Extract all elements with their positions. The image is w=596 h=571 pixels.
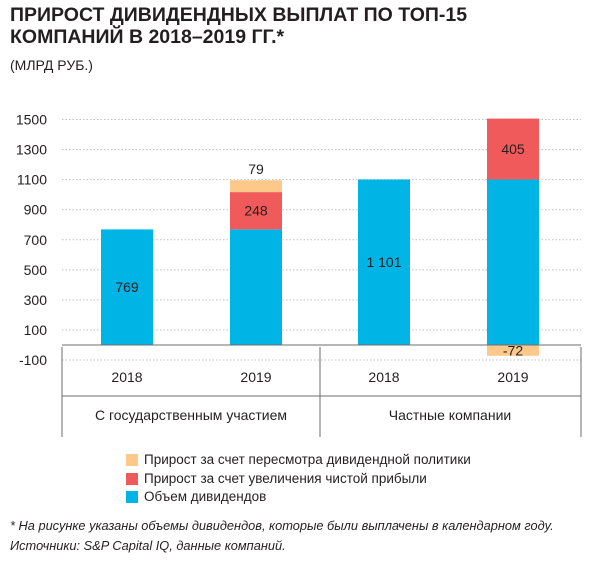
legend-swatch-policy [126,454,138,467]
y-tick-label: 1500 [16,112,47,128]
chart-legend: Прирост за счет пересмотра дивидендной п… [126,451,471,507]
y-tick-label: 100 [24,322,48,338]
bar-net_profit [487,118,539,180]
chart-title: ПРИРОСТ ДИВИДЕНДНЫХ ВЫПЛАТ ПО ТОП-15 КОМ… [10,4,468,48]
legend-swatch-net-profit [126,472,138,485]
bar-chart: 1500 1300 1100 900 700 500 300 100 -100 769 1 101 2… [16,112,582,437]
bar-policy [230,180,282,193]
group-label: Частные компании [389,407,511,423]
y-tick-label: 1300 [16,142,47,158]
y-tick-label: 900 [24,202,48,218]
x-tick-label: 2019 [240,369,271,385]
x-tick-label: 2018 [368,369,399,385]
bar-net_profit [230,192,282,230]
y-tick-label: 1100 [17,172,47,188]
legend-label-policy: Прирост за счет пересмотра дивидендной п… [144,452,471,467]
legend-label-volume: Объем дивидендов [144,489,267,504]
y-tick-label: 500 [24,262,48,278]
footnote-sources: Источники: S&P Capital IQ, данные компан… [10,538,286,553]
y-tick-label: 300 [24,292,48,308]
y-tick-label: 700 [24,232,48,248]
chart-subtitle: (МЛРД РУБ.) [10,57,93,73]
x-tick-label: 2018 [111,369,142,385]
data-label-volume: 1 101 [366,254,401,270]
data-label-policy: -72 [503,342,523,358]
group-label: С государственным участием [95,407,287,423]
footnote-note: * На рисунке указаны объемы дивидендов, … [10,518,554,533]
legend-item-volume: Объем дивидендов [126,488,471,507]
legend-item-policy: Прирост за счет пересмотра дивидендной п… [126,451,471,470]
legend-swatch-volume [126,491,138,504]
data-label-volume: 769 [115,279,139,295]
x-tick-label: 2019 [497,369,528,385]
y-tick-label: -100 [19,352,47,368]
bar-volume [487,179,539,345]
bar-volume [230,229,282,345]
data-label-net_profit: 405 [501,141,525,157]
legend-label-net-profit: Прирост за счет увеличения чистой прибыл… [144,470,427,486]
bar-volume [358,179,410,345]
footnote: * На рисунке указаны объемы дивидендов, … [10,516,554,556]
data-label-policy: 79 [248,161,264,177]
data-label-net_profit: 248 [244,203,268,219]
bar-policy [487,344,539,356]
legend-item-net-profit: Прирост за счет увеличения чистой прибыл… [126,470,471,489]
bar-volume [101,229,153,345]
